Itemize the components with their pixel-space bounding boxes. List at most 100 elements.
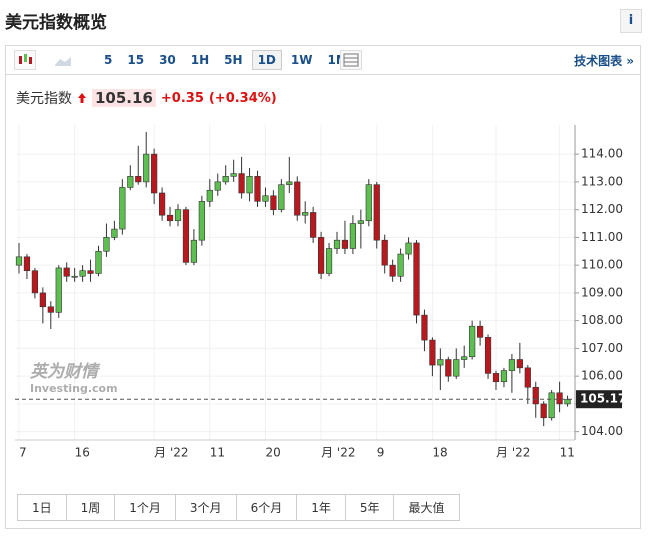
y-tick-label: 107.00: [581, 341, 623, 355]
candle-body: [15, 256, 23, 266]
x-tick-label: 20: [265, 446, 280, 460]
interval-button[interactable]: 30: [159, 53, 176, 67]
candle-body: [79, 270, 86, 277]
range-button[interactable]: 3个月: [176, 495, 237, 520]
candle-body: [476, 325, 484, 338]
interval-button[interactable]: 15: [127, 53, 145, 67]
x-tick-label: 月 '22: [154, 446, 188, 460]
table-icon[interactable]: [340, 50, 362, 70]
candle-body: [357, 220, 364, 224]
watermark-site: Investing.com: [30, 382, 118, 395]
candle-body: [453, 359, 460, 377]
interval-button[interactable]: 1D: [251, 50, 282, 70]
watermark-brand: 英为财情: [30, 362, 98, 382]
change: +0.35: [160, 90, 204, 106]
icon: [343, 53, 359, 67]
y-tick-label: 110.00: [581, 258, 623, 272]
candle-body: [278, 184, 285, 210]
candle-body: [381, 239, 388, 266]
candle-body: [333, 239, 341, 249]
candle-body: [87, 270, 94, 274]
up-arrow: [78, 93, 86, 103]
candle-body: [31, 270, 38, 294]
panel: [5, 45, 641, 529]
candle-body: [47, 306, 54, 313]
last-price-label: 105.17: [580, 392, 626, 406]
y-tick-label: 106.00: [581, 369, 623, 383]
y-tick-label: 114.00: [581, 147, 623, 161]
candle-body: [63, 267, 70, 277]
candle-body: [39, 292, 46, 308]
candle-body: [429, 339, 436, 366]
info-button[interactable]: i: [620, 9, 642, 33]
candle-body: [349, 223, 357, 249]
candle-body: [445, 359, 452, 377]
interval-button[interactable]: 1W: [290, 53, 313, 67]
y-tick-label: 108.00: [581, 313, 623, 327]
y-tick-label: 113.00: [581, 174, 623, 188]
interval-button[interactable]: 1H: [190, 53, 210, 67]
candle-body: [413, 242, 420, 316]
candle-body: [564, 399, 571, 405]
x-tick-label: 11: [210, 446, 225, 460]
page-title: 美元指数概览: [5, 13, 107, 33]
candle-body: [222, 176, 229, 183]
x-tick-label: 18: [432, 446, 447, 460]
candle-body: [95, 250, 102, 274]
candle-body: [500, 370, 508, 383]
range-button[interactable]: 1个月: [115, 495, 176, 520]
candle-body: [127, 176, 134, 188]
range-button[interactable]: 1年: [297, 495, 346, 520]
x-tick-label: 11: [560, 446, 575, 460]
interval-button[interactable]: 5: [104, 53, 113, 67]
icon: [19, 54, 32, 64]
candle-body: [397, 253, 404, 277]
range-button[interactable]: 1日: [18, 495, 67, 520]
interval-list: 5 15 30 1H 5H 1D 1W 1M: [98, 50, 357, 70]
candle-body: [373, 184, 380, 241]
candle-body: [556, 392, 563, 405]
candle-body: [437, 359, 444, 366]
x-tick-label: 7: [19, 446, 27, 460]
candle-body: [294, 181, 301, 216]
candle-body: [166, 214, 174, 222]
candle-body: [103, 237, 110, 252]
candle-body: [469, 325, 476, 358]
candle-body: [246, 176, 253, 194]
y-tick-label: 104.00: [581, 424, 623, 438]
candle-body: [119, 187, 126, 230]
price: 105.16: [92, 89, 156, 107]
candle-body: [198, 201, 205, 241]
y-tick-label: 112.00: [581, 202, 623, 216]
candle-body: [238, 173, 245, 194]
candle-icon[interactable]: [14, 50, 36, 70]
toolbar: 5 15 30 1H 5H 1D 1W 1M 技术图表 »: [6, 46, 640, 75]
interval-button[interactable]: 5H: [224, 53, 243, 67]
technical-chart-link[interactable]: 技术图表 »: [574, 54, 634, 68]
candle-body: [230, 173, 237, 177]
candle-body: [286, 181, 293, 185]
candle-body: [206, 189, 213, 202]
candle-body: [317, 237, 325, 274]
candle-body: [540, 403, 547, 419]
candle-body: [135, 176, 142, 183]
candle-body: [532, 386, 539, 405]
range-button[interactable]: 5年: [346, 495, 395, 520]
candle-body: [55, 267, 62, 313]
candle-body: [461, 356, 468, 360]
candle-body: [111, 228, 118, 238]
candle-body: [71, 275, 78, 278]
change-percent: (+0.34%): [208, 90, 277, 106]
range-button[interactable]: 1周: [67, 495, 116, 520]
candle-body: [262, 195, 269, 202]
area-icon[interactable]: [52, 50, 74, 70]
quote: 美元指数 105.16 +0.35 (+0.34%): [16, 88, 277, 108]
x-tick-label: 月 '22: [321, 446, 355, 460]
range-buttons: 1日 1周 1个月 3个月 6个月 1年 5年 最大值: [17, 494, 460, 521]
range-button[interactable]: 最大值: [408, 501, 445, 515]
candle-body: [143, 153, 150, 183]
candle-body: [365, 184, 372, 222]
range-button[interactable]: 6个月: [237, 495, 298, 520]
